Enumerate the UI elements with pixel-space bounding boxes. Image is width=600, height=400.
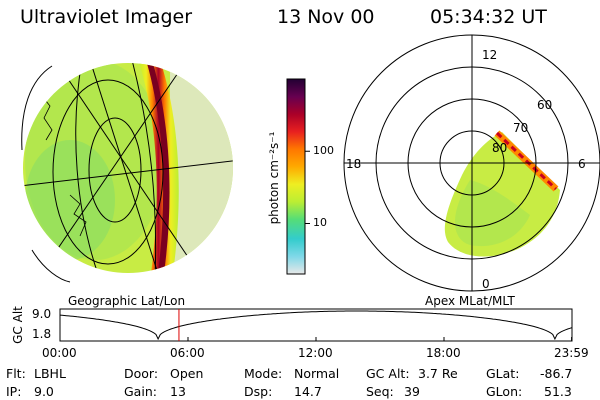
colorbar-tick-label: 10 bbox=[313, 216, 327, 230]
altitude-xtick-label: 00:00 bbox=[42, 346, 77, 360]
status-ip-value: 9.0 bbox=[34, 384, 54, 399]
status-mode-value: Normal bbox=[294, 366, 340, 381]
colorbar-tick-label: 100 bbox=[313, 144, 334, 158]
status-glon-label: GLon: bbox=[486, 384, 523, 399]
status-filter-value: LBHL bbox=[34, 366, 66, 381]
mlt-label-midnight: 0 bbox=[482, 277, 490, 291]
status-gain-label: Gain: bbox=[124, 384, 157, 399]
status-ip-label: IP: bbox=[6, 384, 22, 399]
status-door-value: Open bbox=[170, 366, 204, 381]
status-mode-label: Mode: bbox=[244, 366, 283, 381]
polar-panel-caption: Apex MLat/MLT bbox=[425, 294, 515, 308]
instrument-title: Ultraviolet Imager bbox=[20, 6, 193, 28]
mlt-label-dusk: 18 bbox=[346, 157, 362, 171]
altitude-xtick-label: 12:00 bbox=[298, 346, 333, 360]
geo-panel-caption: Geographic Lat/Lon bbox=[68, 294, 186, 308]
status-door-label: Door: bbox=[124, 366, 159, 381]
status-gain-value: 13 bbox=[170, 384, 186, 399]
mlt-label-dawn: 6 bbox=[578, 157, 586, 171]
altitude-xtick-label: 06:00 bbox=[170, 346, 205, 360]
status-glat-label: GLat: bbox=[486, 366, 520, 381]
status-glat-value: -86.7 bbox=[540, 366, 573, 381]
status-seq-value: 39 bbox=[404, 384, 420, 399]
colorbar-unit-label: photon cm⁻²s⁻¹ bbox=[267, 131, 281, 225]
image-time: 05:34:32 UT bbox=[430, 6, 547, 28]
status-gcalt-value: 3.7 Re bbox=[418, 366, 458, 381]
mlat-label: 70 bbox=[513, 121, 529, 135]
status-gcalt-label: GC Alt: bbox=[366, 366, 410, 381]
altitude-xtick-label: 18:00 bbox=[426, 346, 461, 360]
mlat-label: 80 bbox=[492, 141, 508, 155]
altitude-ytick-label: 1.8 bbox=[32, 327, 52, 341]
status-filter-label: Flt: bbox=[6, 366, 26, 381]
status-glon-value: 51.3 bbox=[544, 384, 572, 399]
mlat-label: 60 bbox=[537, 98, 553, 112]
altitude-xtick-label: 23:59 bbox=[554, 346, 589, 360]
altitude-ytick-label: 9.0 bbox=[32, 307, 52, 321]
mlt-label-noon: 12 bbox=[482, 48, 498, 62]
altitude-ylabel: GC Alt bbox=[11, 306, 25, 344]
status-seq-label: Seq: bbox=[366, 384, 394, 399]
image-date: 13 Nov 00 bbox=[277, 6, 375, 28]
status-dsp-label: Dsp: bbox=[244, 384, 273, 399]
status-dsp-value: 14.7 bbox=[294, 384, 322, 399]
